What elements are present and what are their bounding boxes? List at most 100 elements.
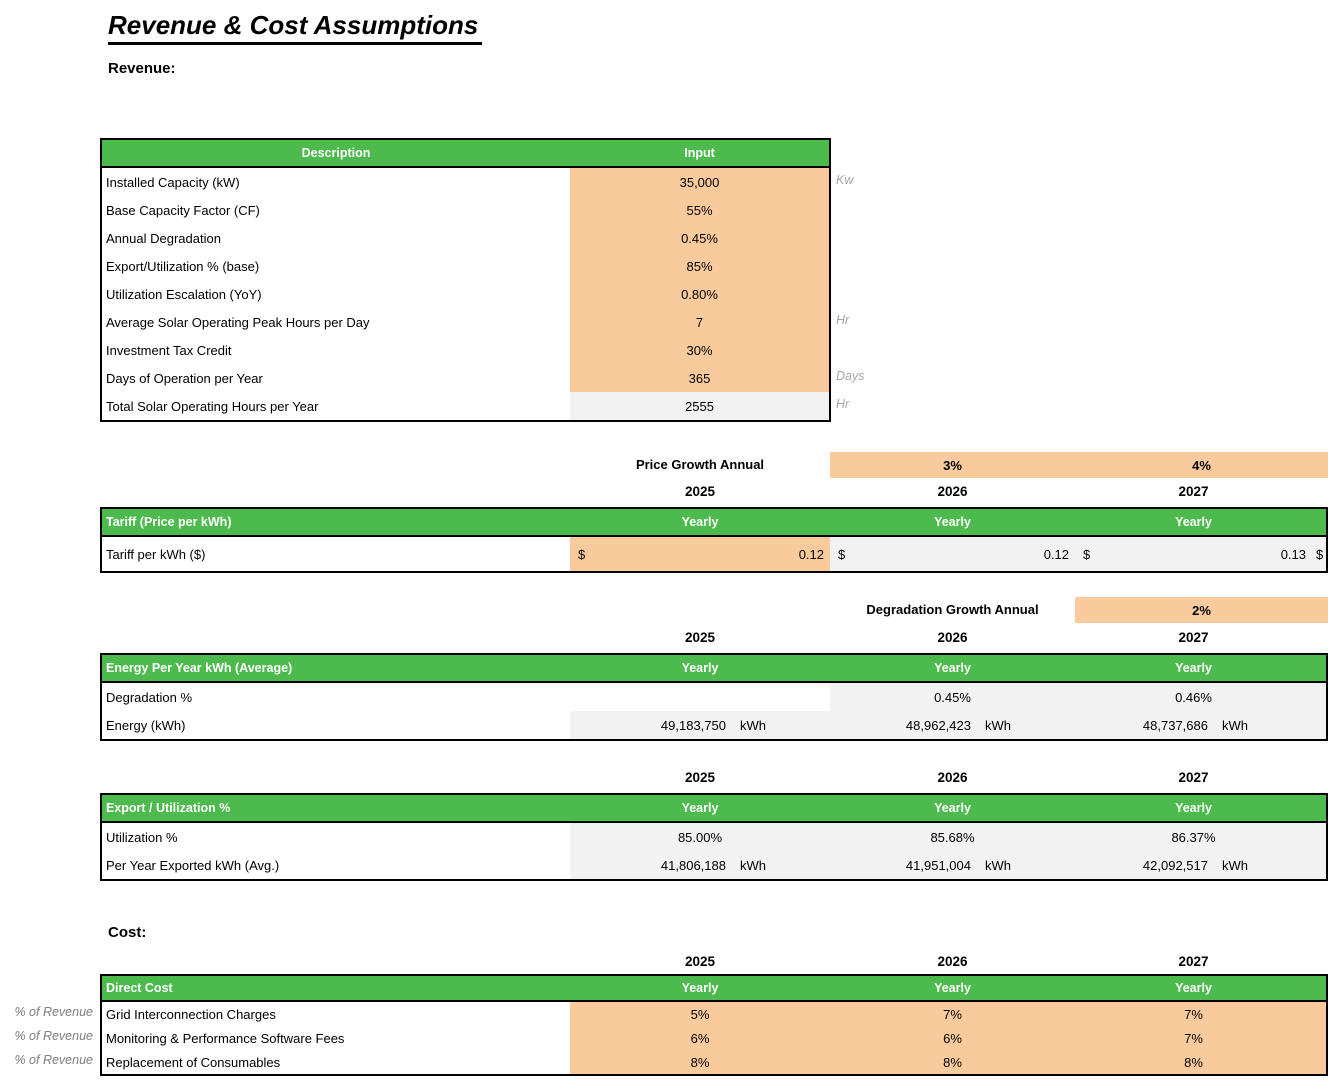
- cost-row-label: Grid Interconnection Charges: [106, 1006, 276, 1022]
- assumption-input-cell[interactable]: 85%: [570, 252, 829, 280]
- assumption-label: Utilization Escalation (YoY): [106, 286, 262, 302]
- price-growth-label: Price Growth Annual: [635, 457, 765, 472]
- cost-section-header: Direct Cost: [102, 976, 570, 1000]
- cost-input-cell[interactable]: 6%: [830, 1026, 1075, 1050]
- cost-row-label: Replacement of Consumables: [106, 1054, 281, 1070]
- unit-label: Kw: [836, 173, 854, 187]
- cost-input-cell[interactable]: 8%: [830, 1050, 1075, 1074]
- year-label: 2026: [937, 770, 968, 785]
- year-label: 2027: [1178, 630, 1209, 645]
- utilization-row-label: Utilization %: [106, 829, 178, 845]
- cost-input-cell[interactable]: 5%: [570, 1002, 830, 1026]
- section-label-revenue: Revenue:: [108, 60, 176, 77]
- year-label: 2026: [937, 484, 968, 499]
- exported-2025-cell: 41,806,188 kWh: [570, 851, 830, 879]
- year-label: 2025: [684, 770, 716, 785]
- unit-label: Hr: [836, 397, 850, 411]
- cost-input-cell[interactable]: 7%: [1075, 1002, 1312, 1026]
- degradation-cut-cell: [1312, 683, 1326, 711]
- cost-input-cell[interactable]: 6%: [570, 1026, 830, 1050]
- assumption-input-cell[interactable]: 0.80%: [570, 280, 829, 308]
- assumption-input-cell[interactable]: 55%: [570, 196, 829, 224]
- yearly-column-header: Yearly: [830, 976, 1075, 1000]
- tariff-value: 0.12: [798, 546, 824, 562]
- energy-row-label: Energy (kWh): [106, 717, 186, 733]
- cost-cut-cell: [1312, 1002, 1326, 1026]
- assumption-input-cell[interactable]: 35,000: [570, 168, 829, 196]
- tariff-2027-calculated-cell: $0.13: [1075, 537, 1312, 571]
- assumption-input-cell[interactable]: 365: [570, 364, 829, 392]
- assumption-label: Annual Degradation: [106, 230, 221, 246]
- energy-value: 48,962,423: [905, 717, 971, 733]
- utilization-2027-cell: 86.37%: [1075, 823, 1312, 851]
- yearly-column-header: Yearly: [830, 795, 1075, 821]
- tariff-2025-input-cell[interactable]: $0.12: [570, 537, 830, 571]
- degradation-2025-cell: [570, 683, 830, 711]
- assumption-label: Total Solar Operating Hours per Year: [106, 398, 319, 414]
- yearly-column-header: Yearly: [570, 795, 830, 821]
- year-label: 2027: [1178, 484, 1209, 499]
- cost-input-cell[interactable]: 8%: [570, 1050, 830, 1074]
- year-label: 2027: [1178, 954, 1209, 969]
- yearly-column-header: Yearly: [830, 509, 1075, 535]
- energy-table: Energy Per Year kWh (Average) Yearly Yea…: [100, 653, 1328, 741]
- assumption-label: Days of Operation per Year: [106, 370, 263, 386]
- kwh-unit: kWh: [985, 717, 1011, 733]
- assumption-calculated-cell: 2555: [570, 392, 829, 420]
- currency-symbol: $: [578, 546, 586, 562]
- yearly-column-header: Yearly: [1075, 795, 1312, 821]
- kwh-unit: kWh: [1222, 717, 1248, 733]
- yearly-column-header-cut: [1312, 509, 1326, 535]
- cost-input-cell[interactable]: 8%: [1075, 1050, 1312, 1074]
- utilization-2025-cell: 85.00%: [570, 823, 830, 851]
- kwh-unit: kWh: [1222, 857, 1248, 873]
- energy-value: 49,183,750: [660, 717, 726, 733]
- energy-2027-cell: 48,737,686 kWh: [1075, 711, 1312, 739]
- degradation-growth-label: Degradation Growth Annual: [866, 602, 1039, 617]
- kwh-unit: kWh: [740, 717, 766, 733]
- currency-symbol: $: [838, 546, 846, 562]
- energy-section-header: Energy Per Year kWh (Average): [102, 655, 570, 681]
- year-label: 2025: [684, 630, 716, 645]
- price-growth-2026-input-cell[interactable]: 3%: [830, 452, 1075, 478]
- assumptions-table: Description Input Installed Capacity (kW…: [100, 138, 831, 422]
- cost-input-cell[interactable]: 7%: [830, 1002, 1075, 1026]
- exported-value: 41,806,188: [660, 857, 726, 873]
- tariff-value: 0.12: [1043, 546, 1069, 562]
- tariff-value: 0.13: [1280, 546, 1306, 562]
- unit-label: Hr: [836, 313, 850, 327]
- exported-2027-cell: 42,092,517 kWh: [1075, 851, 1312, 879]
- utilization-2026-cell: 85.68%: [830, 823, 1075, 851]
- tariff-section-header: Tariff (Price per kWh): [102, 509, 570, 535]
- year-label: 2025: [684, 954, 716, 969]
- assumption-input-cell[interactable]: 30%: [570, 336, 829, 364]
- exported-value: 41,951,004: [905, 857, 971, 873]
- energy-2025-cell: 49,183,750 kWh: [570, 711, 830, 739]
- degradation-2026-cell: 0.45%: [830, 683, 1075, 711]
- energy-cut-cell: [1312, 711, 1326, 739]
- yearly-column-header: Yearly: [1075, 509, 1312, 535]
- assumption-input-cell[interactable]: 7: [570, 308, 829, 336]
- kwh-unit: kWh: [740, 857, 766, 873]
- yearly-column-header-cut: [1312, 655, 1326, 681]
- year-label: 2026: [937, 954, 968, 969]
- tariff-next-column-cut-cell: $: [1312, 537, 1326, 571]
- exported-2026-cell: 41,951,004 kWh: [830, 851, 1075, 879]
- assumption-input-cell[interactable]: 0.45%: [570, 224, 829, 252]
- degradation-2027-cell: 0.46%: [1075, 683, 1312, 711]
- yearly-column-header: Yearly: [830, 655, 1075, 681]
- degradation-growth-input-cell[interactable]: 2%: [1075, 597, 1328, 623]
- cost-row-label: Monitoring & Performance Software Fees: [106, 1030, 345, 1046]
- yearly-column-header-cut: [1312, 795, 1326, 821]
- yearly-column-header: Yearly: [570, 509, 830, 535]
- price-growth-2027-input-cell[interactable]: 4%: [1075, 452, 1328, 478]
- yearly-column-header: Yearly: [1075, 655, 1312, 681]
- section-label-cost: Cost:: [108, 924, 147, 941]
- kwh-unit: kWh: [985, 857, 1011, 873]
- direct-cost-table: Direct Cost Yearly Yearly Yearly Grid In…: [100, 974, 1328, 1076]
- year-label: 2025: [684, 484, 716, 499]
- year-label: 2027: [1178, 770, 1209, 785]
- assumption-label: Export/Utilization % (base): [106, 258, 260, 274]
- cost-input-cell[interactable]: 7%: [1075, 1026, 1312, 1050]
